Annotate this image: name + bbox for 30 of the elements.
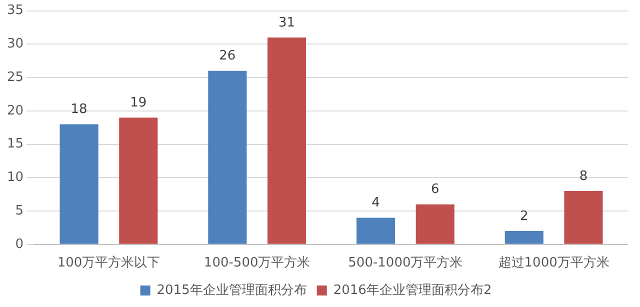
y-tick-label: 10: [6, 170, 24, 186]
y-tick-label: 35: [6, 3, 24, 18]
y-tick-label: 0: [15, 236, 24, 252]
bar: [504, 231, 544, 244]
data-label: 19: [130, 95, 147, 110]
data-label: 2: [520, 208, 528, 224]
x-tick-label: 500-1000万平方米: [348, 254, 463, 271]
y-tick-label: 15: [6, 136, 24, 152]
x-tick-label: 超过1000万平方米: [498, 254, 610, 271]
data-label: 6: [430, 182, 440, 198]
data-label: 8: [579, 168, 588, 184]
x-tick-label: 100万平方米以下: [57, 254, 160, 271]
y-tick-label: 25: [6, 70, 24, 85]
data-label: 31: [278, 15, 296, 30]
x-tick-label: 100-500万平方米: [204, 254, 310, 271]
legend-label: 2016年企业管理面积分布2: [333, 282, 492, 298]
y-tick-label: 5: [15, 203, 24, 218]
bar: [267, 37, 306, 244]
data-label: 26: [219, 48, 236, 64]
data-label: 4: [372, 196, 380, 211]
bar: [416, 204, 454, 244]
data-label: 18: [70, 102, 88, 118]
y-tick-label: 30: [6, 36, 24, 52]
bar: [208, 70, 247, 244]
bar: [564, 191, 603, 244]
bar: [356, 218, 396, 244]
y-tick-label: 20: [6, 103, 24, 118]
bar: [60, 124, 98, 244]
bar: [119, 118, 158, 244]
legend-label: 2015年企业管理面积分布: [156, 282, 307, 298]
